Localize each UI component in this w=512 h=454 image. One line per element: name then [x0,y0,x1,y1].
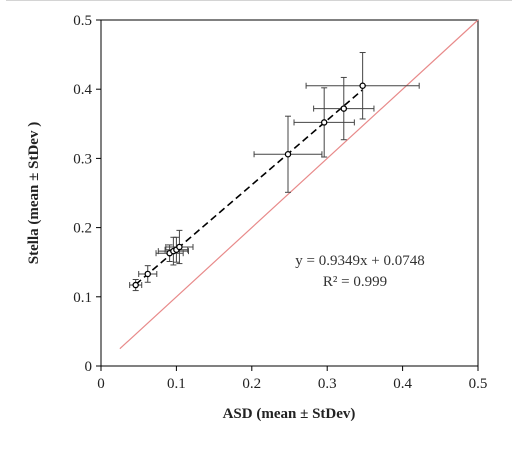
x-tick-label-5: 0.5 [469,376,488,392]
y-tick-label-0: 0 [85,359,93,375]
y-tick-label-3: 0.3 [73,151,92,167]
x-tick-label-3: 0.3 [318,376,337,392]
y-tick-label-4: 0.4 [73,82,92,98]
x-tick-label-1: 0.1 [167,376,186,392]
y-axis-ticks: 0 0.1 0.2 0.3 0.4 0.5 [73,13,101,375]
data-point-7 [320,119,328,126]
x-tick-label-4: 0.4 [393,376,412,392]
points-layer [132,82,366,289]
y-tick-label-2: 0.2 [73,221,92,237]
y-tick-label-5: 0.5 [73,13,92,29]
plot-area-border [100,19,479,367]
x-tick-label-0: 0 [97,376,105,392]
data-point-8 [340,105,348,112]
x-tick-label-2: 0.2 [242,376,261,392]
identity-line-layer [119,19,479,350]
r-squared-label: R² = 0.999 [323,274,387,290]
data-point-6 [284,150,292,158]
y-axis-label: Stella (mean ± StDev ) [26,122,42,264]
data-point-9 [359,82,366,89]
x-axis-label: ASD (mean ± StDev) [223,406,356,422]
regression-equation: y = 0.9349x + 0.0748 [295,253,424,269]
top-border [6,0,512,1]
data-point-0 [132,281,139,289]
data-point-5 [176,243,183,251]
y-tick-label-1: 0.1 [73,290,92,306]
data-point-1 [144,270,151,278]
x-axis-ticks: 0 0.1 0.2 0.3 0.4 0.5 [97,366,487,392]
identity-line [119,19,479,350]
